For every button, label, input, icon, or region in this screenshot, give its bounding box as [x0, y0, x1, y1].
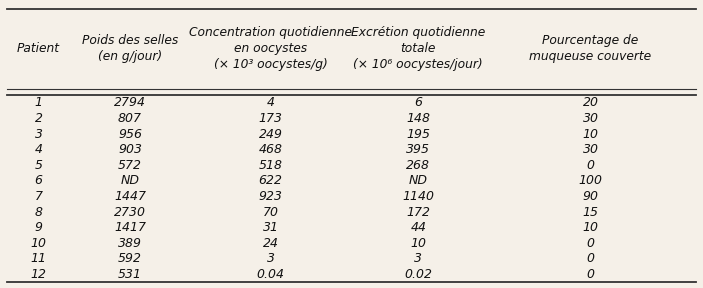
Text: 0.02: 0.02 — [404, 268, 432, 281]
Text: 44: 44 — [411, 221, 426, 234]
Text: 10: 10 — [31, 237, 46, 250]
Text: 4: 4 — [34, 143, 43, 156]
Text: 268: 268 — [406, 159, 430, 172]
Text: Poids des selles
(en g/jour): Poids des selles (en g/jour) — [82, 35, 178, 63]
Text: 1447: 1447 — [114, 190, 146, 203]
Text: 0: 0 — [586, 237, 595, 250]
Text: 172: 172 — [406, 206, 430, 219]
Text: 7: 7 — [34, 190, 43, 203]
Text: 10: 10 — [583, 128, 598, 141]
Text: 70: 70 — [263, 206, 278, 219]
Text: Concentration quotidienne
en oocystes
(× 10³ oocystes/g): Concentration quotidienne en oocystes (×… — [189, 26, 352, 71]
Text: 2: 2 — [34, 112, 43, 125]
Text: 395: 395 — [406, 143, 430, 156]
Text: 923: 923 — [259, 190, 283, 203]
Text: 592: 592 — [118, 252, 142, 265]
Text: 0: 0 — [586, 268, 595, 281]
Text: 389: 389 — [118, 237, 142, 250]
Text: 24: 24 — [263, 237, 278, 250]
Text: 6: 6 — [414, 96, 423, 109]
Text: 10: 10 — [411, 237, 426, 250]
Text: 90: 90 — [583, 190, 598, 203]
Text: 3: 3 — [414, 252, 423, 265]
Text: 249: 249 — [259, 128, 283, 141]
Text: 100: 100 — [579, 174, 602, 187]
Text: 572: 572 — [118, 159, 142, 172]
Text: 0: 0 — [586, 252, 595, 265]
Text: 4: 4 — [266, 96, 275, 109]
Text: 173: 173 — [259, 112, 283, 125]
Text: 9: 9 — [34, 221, 43, 234]
Text: 6: 6 — [34, 174, 43, 187]
Text: 15: 15 — [583, 206, 598, 219]
Text: ND: ND — [120, 174, 140, 187]
Text: 1: 1 — [34, 96, 43, 109]
Text: 30: 30 — [583, 112, 598, 125]
Text: 622: 622 — [259, 174, 283, 187]
Text: 3: 3 — [34, 128, 43, 141]
Text: 195: 195 — [406, 128, 430, 141]
Text: 807: 807 — [118, 112, 142, 125]
Text: Excrétion quotidienne
totale
(× 10⁶ oocystes/jour): Excrétion quotidienne totale (× 10⁶ oocy… — [352, 26, 485, 71]
Text: 31: 31 — [263, 221, 278, 234]
Text: 10: 10 — [583, 221, 598, 234]
Text: 468: 468 — [259, 143, 283, 156]
Text: 1417: 1417 — [114, 221, 146, 234]
Text: 148: 148 — [406, 112, 430, 125]
Text: Pourcentage de
muqueuse couverte: Pourcentage de muqueuse couverte — [529, 35, 652, 63]
Text: Patient: Patient — [17, 42, 60, 56]
Text: 3: 3 — [266, 252, 275, 265]
Text: 903: 903 — [118, 143, 142, 156]
Text: 2794: 2794 — [114, 96, 146, 109]
Text: 518: 518 — [259, 159, 283, 172]
Text: 1140: 1140 — [402, 190, 434, 203]
Text: 531: 531 — [118, 268, 142, 281]
Text: 30: 30 — [583, 143, 598, 156]
Text: 12: 12 — [31, 268, 46, 281]
Text: 20: 20 — [583, 96, 598, 109]
Text: 5: 5 — [34, 159, 43, 172]
Text: 2730: 2730 — [114, 206, 146, 219]
Text: 956: 956 — [118, 128, 142, 141]
Text: 8: 8 — [34, 206, 43, 219]
Text: 0: 0 — [586, 159, 595, 172]
Text: 11: 11 — [31, 252, 46, 265]
Text: 0.04: 0.04 — [257, 268, 285, 281]
Text: ND: ND — [408, 174, 428, 187]
